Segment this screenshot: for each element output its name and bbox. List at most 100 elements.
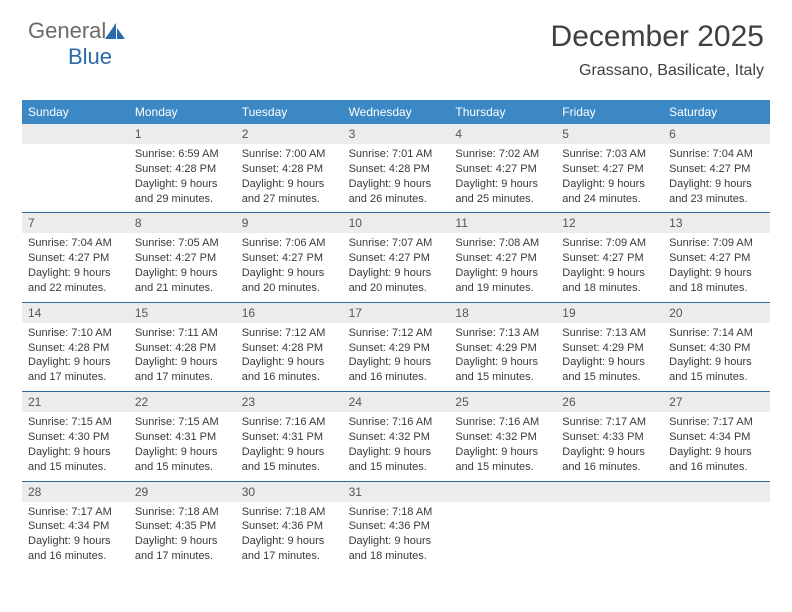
sunset-text: Sunset: 4:36 PM [349, 519, 444, 534]
sunset-text: Sunset: 4:27 PM [242, 251, 337, 266]
sunset-text: Sunset: 4:27 PM [669, 251, 764, 266]
calendar-cell [449, 482, 556, 570]
sunrise-text: Sunrise: 7:17 AM [562, 415, 657, 430]
cell-body: Sunrise: 7:05 AMSunset: 4:27 PMDaylight:… [129, 233, 236, 301]
sunset-text: Sunset: 4:27 PM [28, 251, 123, 266]
daylight-text: Daylight: 9 hours and 21 minutes. [135, 266, 230, 296]
brand-word1: General [28, 18, 106, 43]
calendar-cell: 3Sunrise: 7:01 AMSunset: 4:28 PMDaylight… [343, 124, 450, 212]
cell-body: Sunrise: 7:18 AMSunset: 4:36 PMDaylight:… [343, 502, 450, 570]
sunrise-text: Sunrise: 7:15 AM [135, 415, 230, 430]
calendar-cell [22, 124, 129, 212]
sunrise-text: Sunrise: 7:16 AM [455, 415, 550, 430]
sunset-text: Sunset: 4:28 PM [242, 162, 337, 177]
calendar-week: 14Sunrise: 7:10 AMSunset: 4:28 PMDayligh… [22, 302, 770, 391]
date-number: 31 [343, 482, 450, 502]
cell-body: Sunrise: 7:09 AMSunset: 4:27 PMDaylight:… [663, 233, 770, 301]
date-number: 13 [663, 213, 770, 233]
sunrise-text: Sunrise: 7:18 AM [349, 505, 444, 520]
date-number: 3 [343, 124, 450, 144]
location-subtitle: Grassano, Basilicate, Italy [579, 62, 764, 80]
date-number: 10 [343, 213, 450, 233]
calendar-cell: 13Sunrise: 7:09 AMSunset: 4:27 PMDayligh… [663, 213, 770, 301]
cell-body: Sunrise: 7:08 AMSunset: 4:27 PMDaylight:… [449, 233, 556, 301]
cell-body: Sunrise: 7:01 AMSunset: 4:28 PMDaylight:… [343, 144, 450, 212]
calendar-cell: 10Sunrise: 7:07 AMSunset: 4:27 PMDayligh… [343, 213, 450, 301]
date-number: 4 [449, 124, 556, 144]
calendar-cell: 26 Sunrise: 7:17 AMSunset: 4:33 PMDayligh… [556, 392, 663, 480]
sunset-text: Sunset: 4:29 PM [349, 341, 444, 356]
date-number: 1 [129, 124, 236, 144]
cell-body: Sunrise: 7:10 AMSunset: 4:28 PMDaylight:… [22, 323, 129, 391]
cell-body: Sunrise: 7:16 AMSunset: 4:32 PMDaylight:… [343, 412, 450, 480]
daylight-text: Daylight: 9 hours and 15 minutes. [669, 355, 764, 385]
day-header: Tuesday [236, 100, 343, 124]
daylight-text: Daylight: 9 hours and 15 minutes. [455, 355, 550, 385]
date-number: 7 [22, 213, 129, 233]
sunset-text: Sunset: 4:34 PM [669, 430, 764, 445]
sunrise-text: Sunrise: 7:18 AM [242, 505, 337, 520]
daylight-text: Daylight: 9 hours and 22 minutes. [28, 266, 123, 296]
calendar-cell: 23Sunrise: 7:16 AMSunset: 4:31 PMDayligh… [236, 392, 343, 480]
sunset-text: Sunset: 4:27 PM [562, 251, 657, 266]
daylight-text: Daylight: 9 hours and 15 minutes. [562, 355, 657, 385]
calendar-cell: 17Sunrise: 7:12 AMSunset: 4:29 PMDayligh… [343, 303, 450, 391]
sunrise-text: Sunrise: 7:00 AM [242, 147, 337, 162]
cell-body: Sunrise: 7:16 AMSunset: 4:31 PMDaylight:… [236, 412, 343, 480]
sunrise-text: Sunrise: 7:09 AM [562, 236, 657, 251]
daylight-text: Daylight: 9 hours and 19 minutes. [455, 266, 550, 296]
daylight-text: Daylight: 9 hours and 16 minutes. [669, 445, 764, 475]
calendar-cell: 16Sunrise: 7:12 AMSunset: 4:28 PMDayligh… [236, 303, 343, 391]
date-number: 19 [556, 303, 663, 323]
page-title: December 2025 [551, 20, 764, 54]
daylight-text: Daylight: 9 hours and 15 minutes. [455, 445, 550, 475]
cell-body: Sunrise: 7:18 AMSunset: 4:36 PMDaylight:… [236, 502, 343, 570]
calendar-cell: 20Sunrise: 7:14 AMSunset: 4:30 PMDayligh… [663, 303, 770, 391]
daylight-text: Daylight: 9 hours and 18 minutes. [562, 266, 657, 296]
daylight-text: Daylight: 9 hours and 16 minutes. [28, 534, 123, 564]
daylight-text: Daylight: 9 hours and 17 minutes. [135, 355, 230, 385]
sunrise-text: Sunrise: 7:08 AM [455, 236, 550, 251]
brand-logo: General Blue [28, 18, 126, 70]
sunset-text: Sunset: 4:32 PM [455, 430, 550, 445]
calendar-cell: 8Sunrise: 7:05 AMSunset: 4:27 PMDaylight… [129, 213, 236, 301]
calendar-cell: 4Sunrise: 7:02 AMSunset: 4:27 PMDaylight… [449, 124, 556, 212]
date-number: 25 [449, 392, 556, 412]
daylight-text: Daylight: 9 hours and 16 minutes. [562, 445, 657, 475]
daylight-text: Daylight: 9 hours and 15 minutes. [349, 445, 444, 475]
sunrise-text: Sunrise: 7:13 AM [455, 326, 550, 341]
calendar-cell: 31Sunrise: 7:18 AMSunset: 4:36 PMDayligh… [343, 482, 450, 570]
sunrise-text: Sunrise: 6:59 AM [135, 147, 230, 162]
day-header-row: SundayMondayTuesdayWednesdayThursdayFrid… [22, 100, 770, 124]
date-number: 8 [129, 213, 236, 233]
sunset-text: Sunset: 4:27 PM [562, 162, 657, 177]
sunset-text: Sunset: 4:27 PM [135, 251, 230, 266]
sunset-text: Sunset: 4:28 PM [135, 162, 230, 177]
date-number: 18 [449, 303, 556, 323]
calendar-cell [556, 482, 663, 570]
date-number: 23 [236, 392, 343, 412]
sunrise-text: Sunrise: 7:16 AM [242, 415, 337, 430]
sunset-text: Sunset: 4:28 PM [242, 341, 337, 356]
daylight-text: Daylight: 9 hours and 25 minutes. [455, 177, 550, 207]
daylight-text: Daylight: 9 hours and 16 minutes. [349, 355, 444, 385]
sunset-text: Sunset: 4:27 PM [349, 251, 444, 266]
cell-body: Sunrise: 7:14 AMSunset: 4:30 PMDaylight:… [663, 323, 770, 391]
sunrise-text: Sunrise: 7:12 AM [349, 326, 444, 341]
sunset-text: Sunset: 4:29 PM [562, 341, 657, 356]
calendar-cell: 12Sunrise: 7:09 AMSunset: 4:27 PMDayligh… [556, 213, 663, 301]
date-number [556, 482, 663, 502]
cell-body: Sunrise: 7:13 AMSunset: 4:29 PMDaylight:… [556, 323, 663, 391]
date-number: 30 [236, 482, 343, 502]
daylight-text: Daylight: 9 hours and 23 minutes. [669, 177, 764, 207]
sunrise-text: Sunrise: 7:11 AM [135, 326, 230, 341]
sunrise-text: Sunrise: 7:09 AM [669, 236, 764, 251]
sunset-text: Sunset: 4:33 PM [562, 430, 657, 445]
calendar-week: 1Sunrise: 6:59 AMSunset: 4:28 PMDaylight… [22, 124, 770, 212]
daylight-text: Daylight: 9 hours and 15 minutes. [135, 445, 230, 475]
date-number: 22 [129, 392, 236, 412]
calendar-week: 28Sunrise: 7:17 AMSunset: 4:34 PMDayligh… [22, 481, 770, 570]
day-header: Friday [556, 100, 663, 124]
sunrise-text: Sunrise: 7:16 AM [349, 415, 444, 430]
date-number: 26 [556, 392, 663, 412]
